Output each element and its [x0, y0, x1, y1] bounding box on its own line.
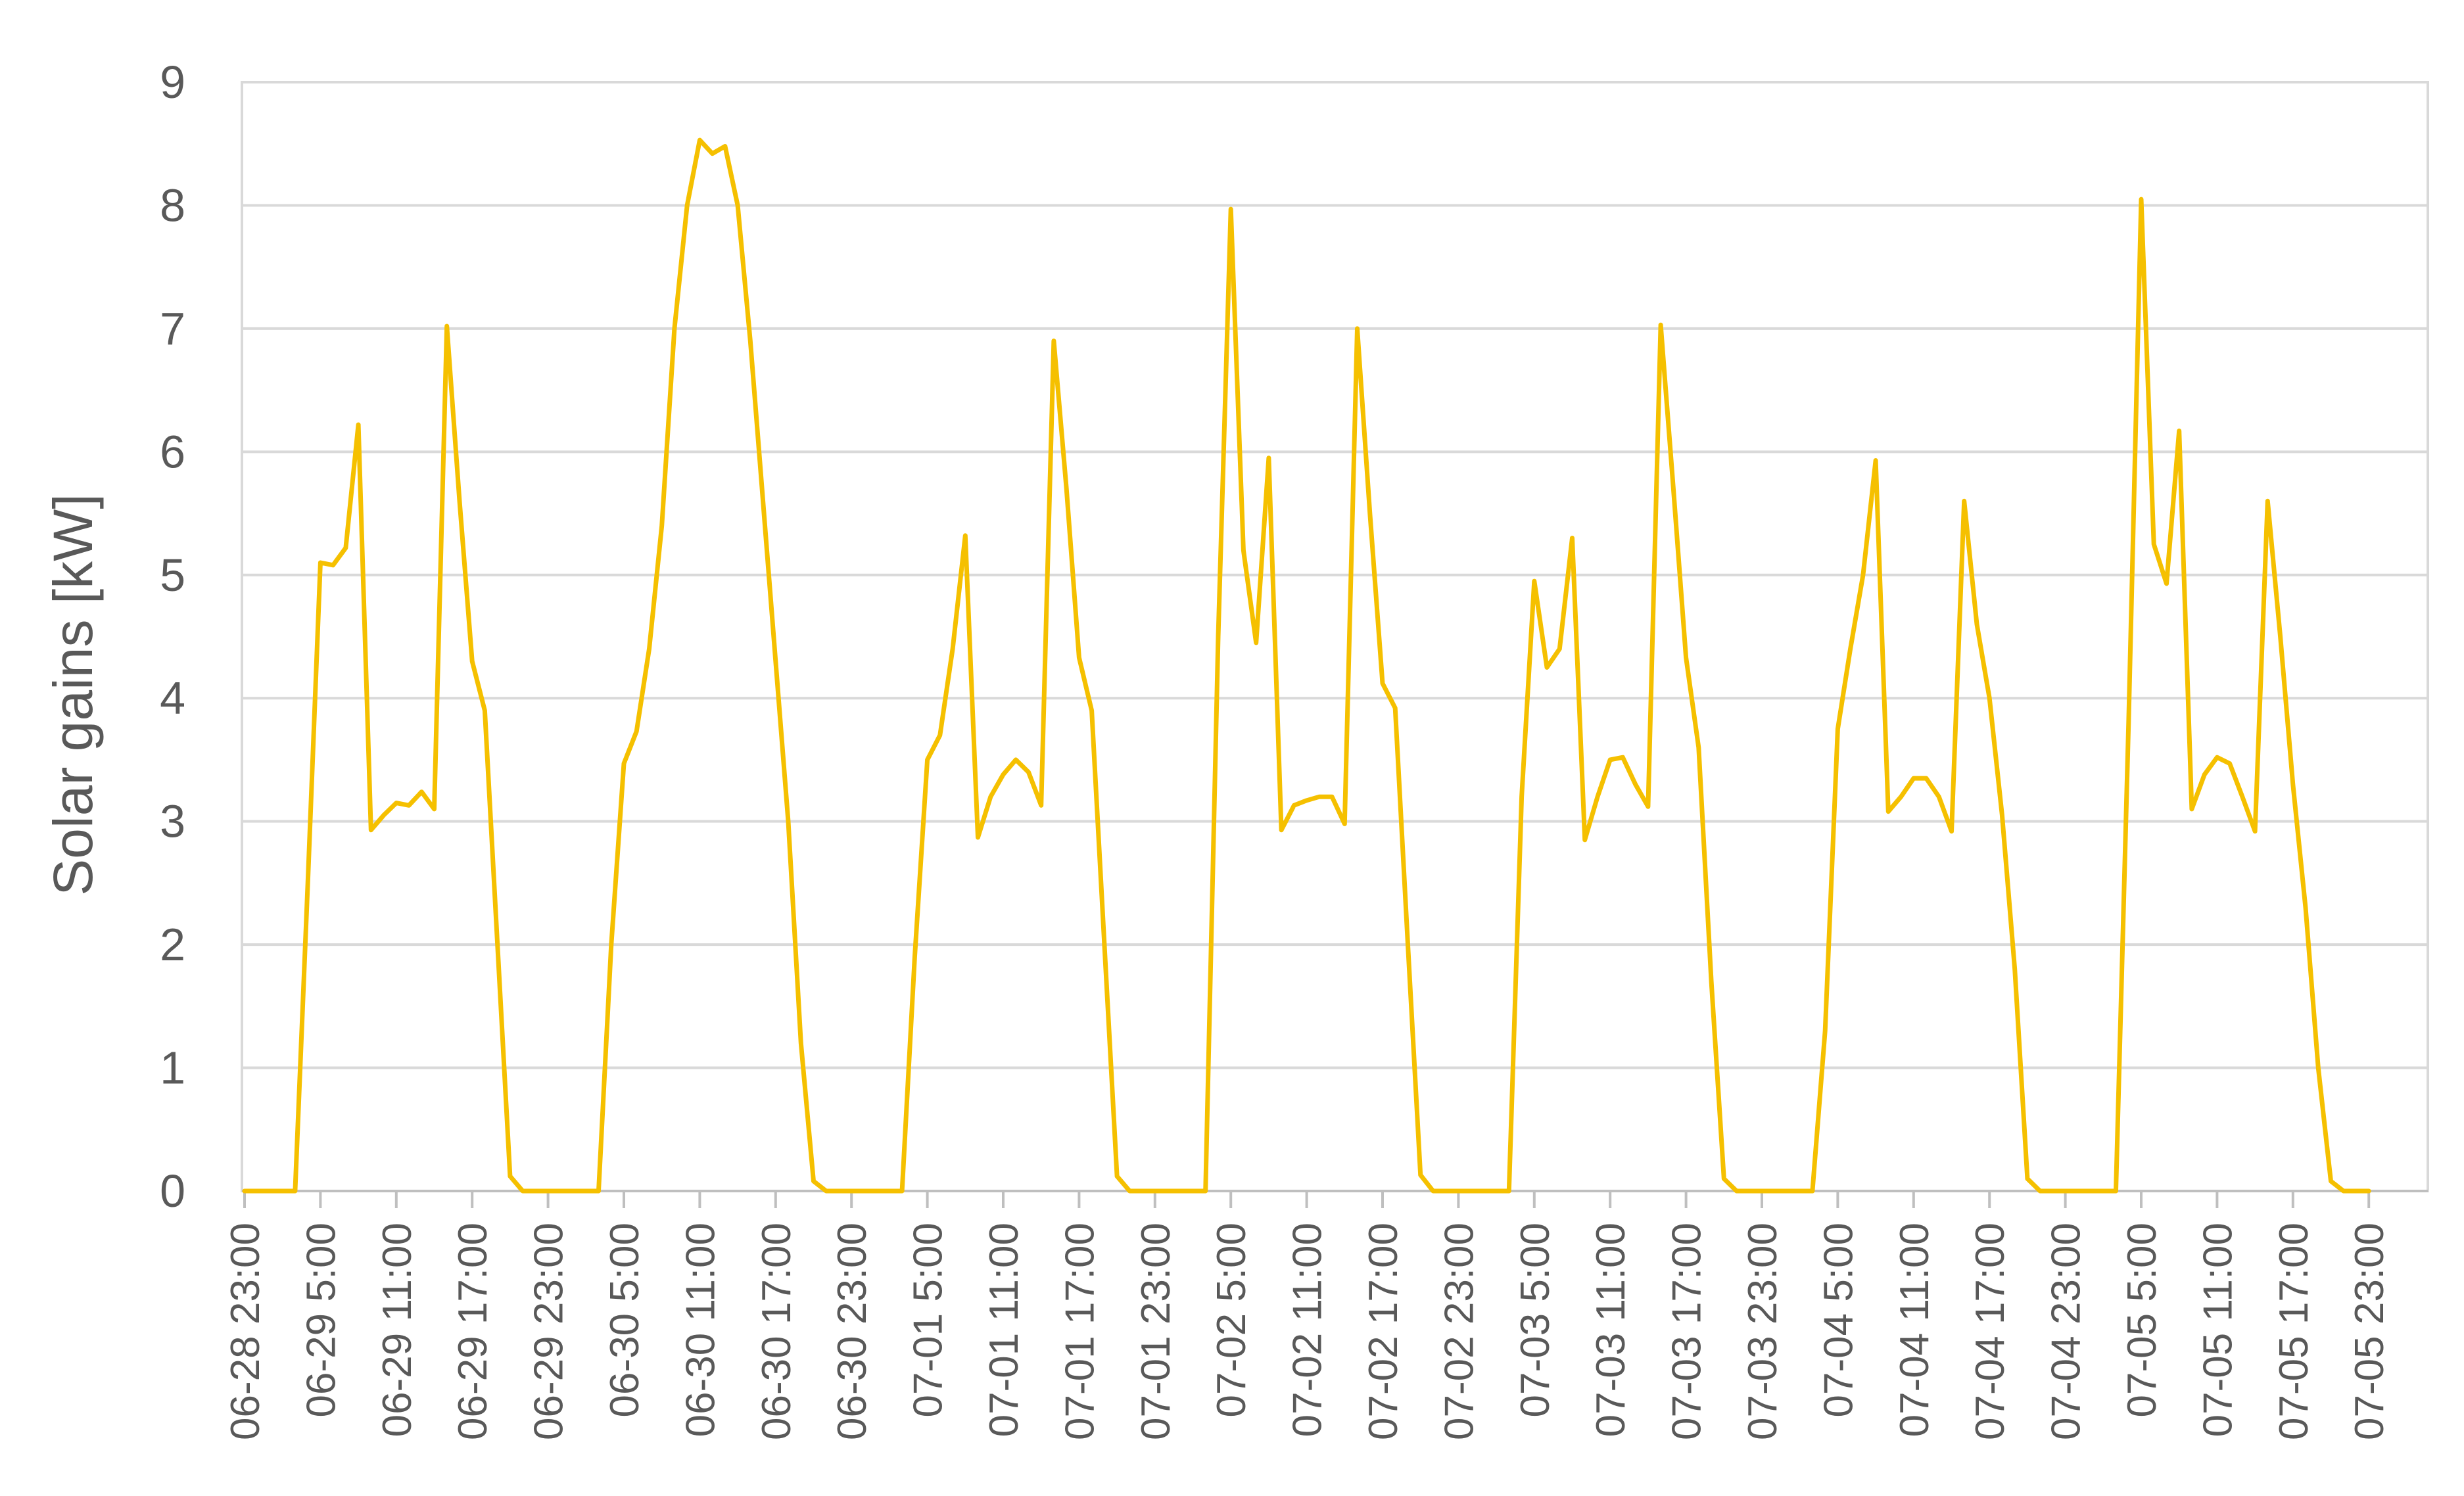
- y-tick-label: 3: [160, 796, 185, 847]
- x-tick-label: 07-04 11:00: [1892, 1223, 1937, 1437]
- x-tick-label: 07-01 17:00: [1057, 1223, 1102, 1440]
- y-axis-title: Solar gains [kW]: [42, 494, 104, 896]
- plot-area: [241, 81, 2429, 1192]
- x-tick-label: 07-04 5:00: [1816, 1223, 1861, 1417]
- x-tick-label: 07-05 23:00: [2347, 1223, 2392, 1440]
- series-layer: [242, 137, 2371, 1194]
- y-tick-label: 7: [160, 303, 185, 354]
- x-tick-label: 07-01 5:00: [906, 1223, 951, 1417]
- axes: [242, 1190, 2428, 1208]
- x-tick-label: 07-02 23:00: [1436, 1223, 1482, 1440]
- x-tick-label: 06-30 11:00: [678, 1223, 723, 1437]
- y-tick-label: 9: [160, 57, 185, 108]
- x-tick-label: 07-04 23:00: [2044, 1223, 2089, 1440]
- x-tick-label: 06-30 5:00: [602, 1223, 648, 1417]
- y-tick-label: 4: [160, 672, 185, 724]
- y-tick-label: 8: [160, 179, 185, 231]
- x-tick-label: 06-29 17:00: [450, 1223, 496, 1440]
- x-tick-label: 06-28 23:00: [223, 1223, 268, 1440]
- x-tick-label: 06-29 23:00: [527, 1223, 572, 1440]
- series-line-solar-gains: [242, 137, 2371, 1194]
- x-tick-label: 07-05 11:00: [2195, 1223, 2240, 1437]
- x-tick-label: 06-30 23:00: [830, 1223, 875, 1440]
- x-tick-label: 07-03 11:00: [1588, 1223, 1634, 1437]
- gridlines: [242, 81, 2428, 1069]
- x-tick-label: 07-04 17:00: [1968, 1223, 2013, 1440]
- y-tick-label: 1: [160, 1042, 185, 1094]
- y-tick-label: 2: [160, 919, 185, 970]
- x-tick-label: 07-05 5:00: [2120, 1223, 2165, 1417]
- x-tick-label: 06-30 17:00: [754, 1223, 799, 1440]
- x-tick-label: 07-03 5:00: [1513, 1223, 1558, 1417]
- x-tick-label: 06-29 11:00: [375, 1223, 420, 1437]
- y-tick-labels: 0 1 2 3 4 5 6 7 8 9: [160, 57, 185, 1217]
- x-tick-label: 07-02 5:00: [1209, 1223, 1254, 1417]
- x-tick-label: 07-01 23:00: [1133, 1223, 1179, 1440]
- x-tick-label: 07-02 17:00: [1361, 1223, 1406, 1440]
- y-tick-label: 5: [160, 549, 185, 601]
- y-tick-label: 0: [160, 1165, 185, 1217]
- x-tick-label: 06-29 5:00: [298, 1223, 344, 1417]
- x-tick-label: 07-03 17:00: [1665, 1223, 1710, 1440]
- y-tick-label: 6: [160, 426, 185, 477]
- x-tick-labels: 06-28 23:00 06-29 5:00 06-29 11:00 06-29 17…: [223, 1223, 2392, 1440]
- x-tick-label: 07-02 11:00: [1285, 1223, 1331, 1437]
- x-tick-label: 07-05 17:00: [2271, 1223, 2317, 1440]
- x-tick-label: 07-03 23:00: [1740, 1223, 1786, 1440]
- x-tick-label: 07-01 11:00: [982, 1223, 1027, 1437]
